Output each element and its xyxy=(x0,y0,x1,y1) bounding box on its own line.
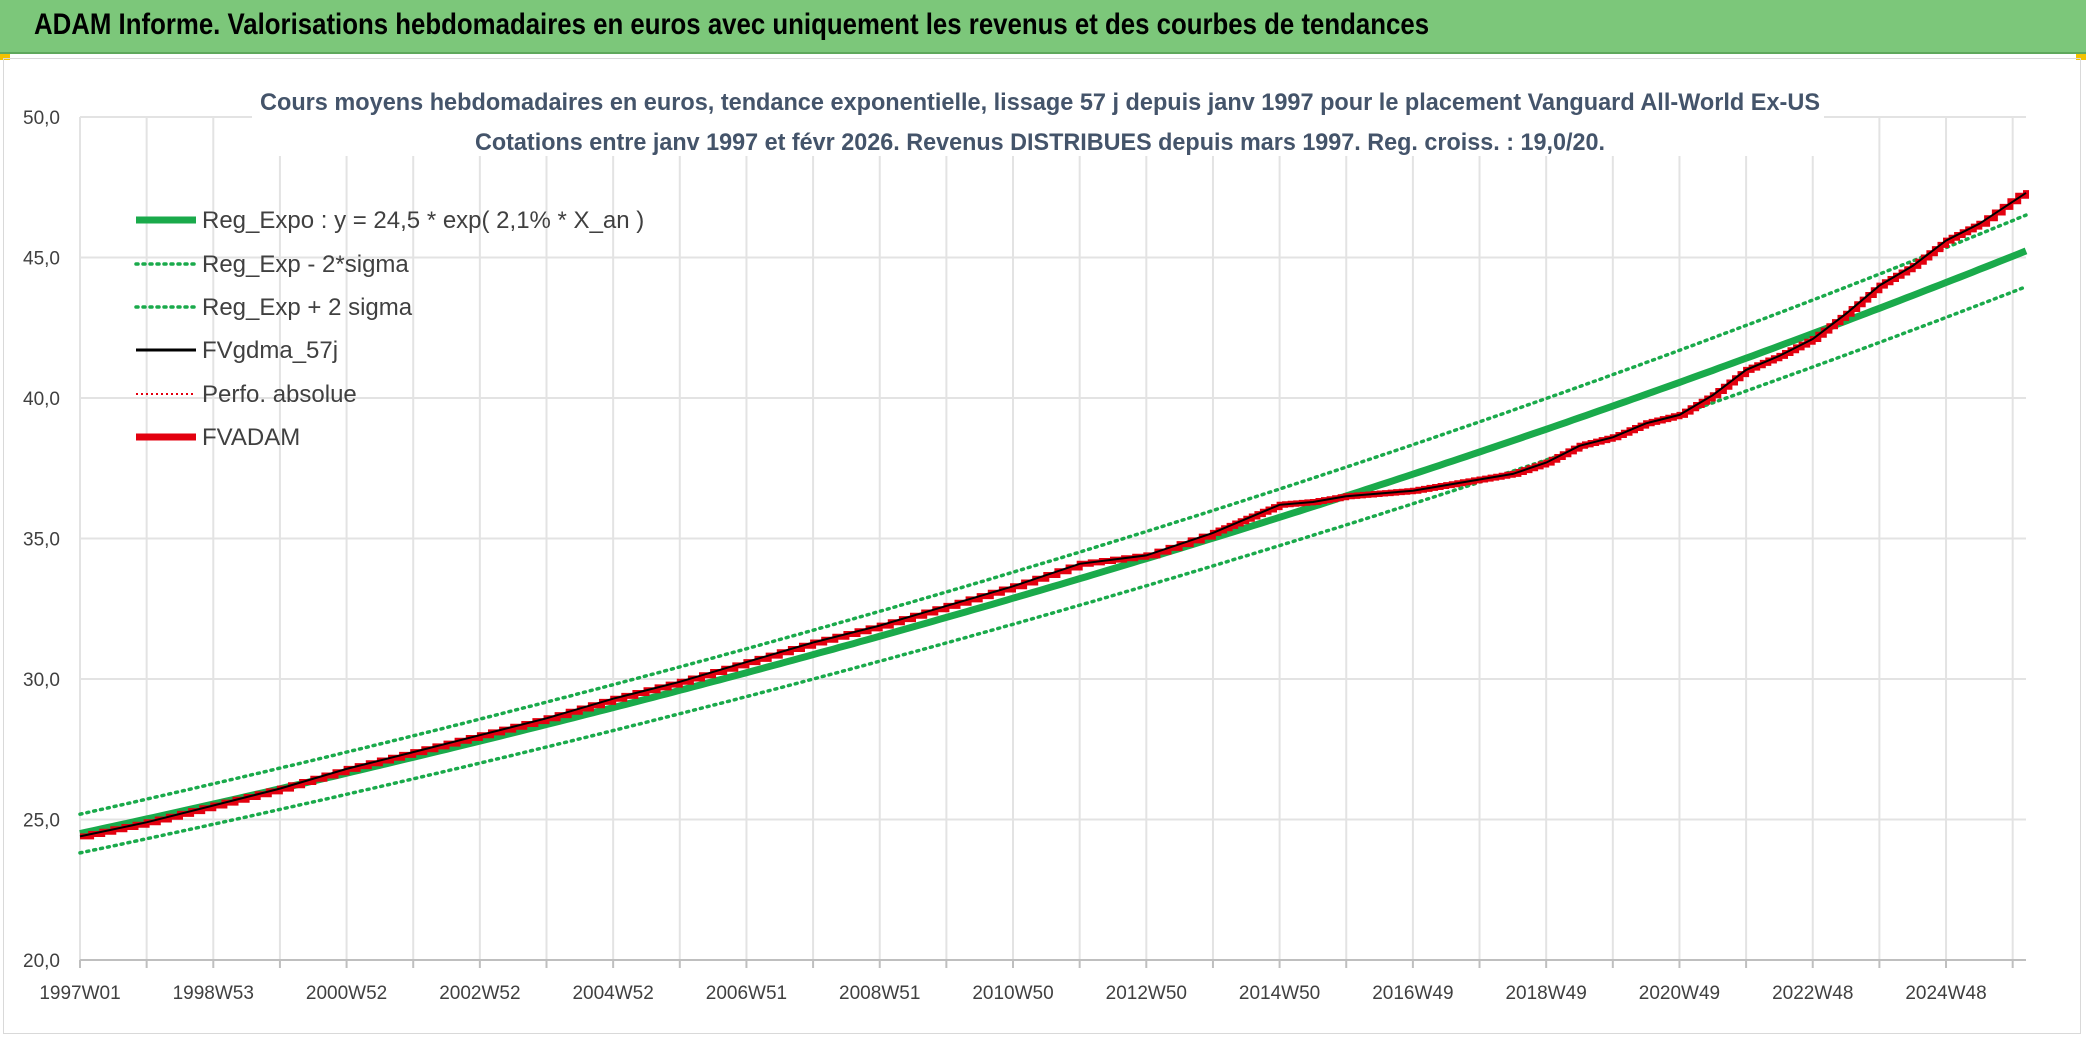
series-layer xyxy=(78,190,2029,855)
x-tick-label: 2022W48 xyxy=(1772,983,1853,1004)
report-title: ADAM Informe. Valorisations hebdomadaire… xyxy=(34,8,1430,41)
report-banner: ADAM Informe. Valorisations hebdomadaire… xyxy=(0,0,2086,54)
x-tick-label: 2014W50 xyxy=(1239,983,1320,1004)
series-fvgdma-57j xyxy=(79,192,2027,838)
y-tick-label: 30,0 xyxy=(23,670,60,691)
y-tick-label: 20,0 xyxy=(23,951,60,972)
x-tick-label: 2006W51 xyxy=(706,983,787,1004)
x-tick-label: 2010W50 xyxy=(972,983,1053,1004)
y-tick-label: 50,0 xyxy=(23,108,60,129)
x-tick-label: 2020W49 xyxy=(1639,983,1720,1004)
chart-title-line-2: Cotations entre janv 1997 et févr 2026. … xyxy=(475,129,1605,156)
x-tick-label: 2012W50 xyxy=(1106,983,1187,1004)
chart-legend: Reg_Expo : y = 24,5 * exp( 2,1% * X_an )… xyxy=(134,207,644,451)
axis-layer: 20,0 25,0 30,0 35,0 40,0 45,0 50,0 1997W01 1998W… xyxy=(23,108,2026,1004)
y-tick-label: 25,0 xyxy=(23,811,60,832)
chart-title-line-1: Cours moyens hebdomadaires en euros, ten… xyxy=(260,89,1820,116)
legend-label-reg_expo: Reg_Expo : y = 24,5 * exp( 2,1% * X_an ) xyxy=(202,207,644,234)
legend-label-reg_plus: Reg_Exp + 2 sigma xyxy=(202,294,413,321)
corner-marker-left xyxy=(0,54,10,60)
y-tick-label: 45,0 xyxy=(23,249,60,270)
legend-label-perfo: Perfo. absolue xyxy=(202,381,357,408)
legend-label-gdma: FVgdma_57j xyxy=(202,337,338,364)
y-tick-label: 40,0 xyxy=(23,389,60,410)
legend-label-reg_minus: Reg_Exp - 2*sigma xyxy=(202,251,409,278)
chart-title-background xyxy=(252,94,1824,156)
x-tick-label: 2024W48 xyxy=(1905,983,1986,1004)
chart-frame xyxy=(3,58,2081,1034)
corner-marker-right xyxy=(2076,54,2086,60)
x-tick-label: 2018W49 xyxy=(1505,983,1586,1004)
x-tick-label: 2016W49 xyxy=(1372,983,1453,1004)
x-tick-label: 2000W52 xyxy=(306,983,387,1004)
series-fvadam xyxy=(80,190,2029,840)
x-tick-label: 2008W51 xyxy=(839,983,920,1004)
legend-label-fvadam: FVADAM xyxy=(202,424,300,451)
x-tick-label: 2004W52 xyxy=(572,983,653,1004)
series-reg-exp-plus-2-sigma xyxy=(78,213,2028,816)
x-tick-label: 1997W01 xyxy=(39,983,120,1004)
y-tick-label: 35,0 xyxy=(23,530,60,551)
grid-layer xyxy=(79,116,2026,961)
x-tick-label: 2002W52 xyxy=(439,983,520,1004)
x-tick-label: 1998W53 xyxy=(173,983,254,1004)
